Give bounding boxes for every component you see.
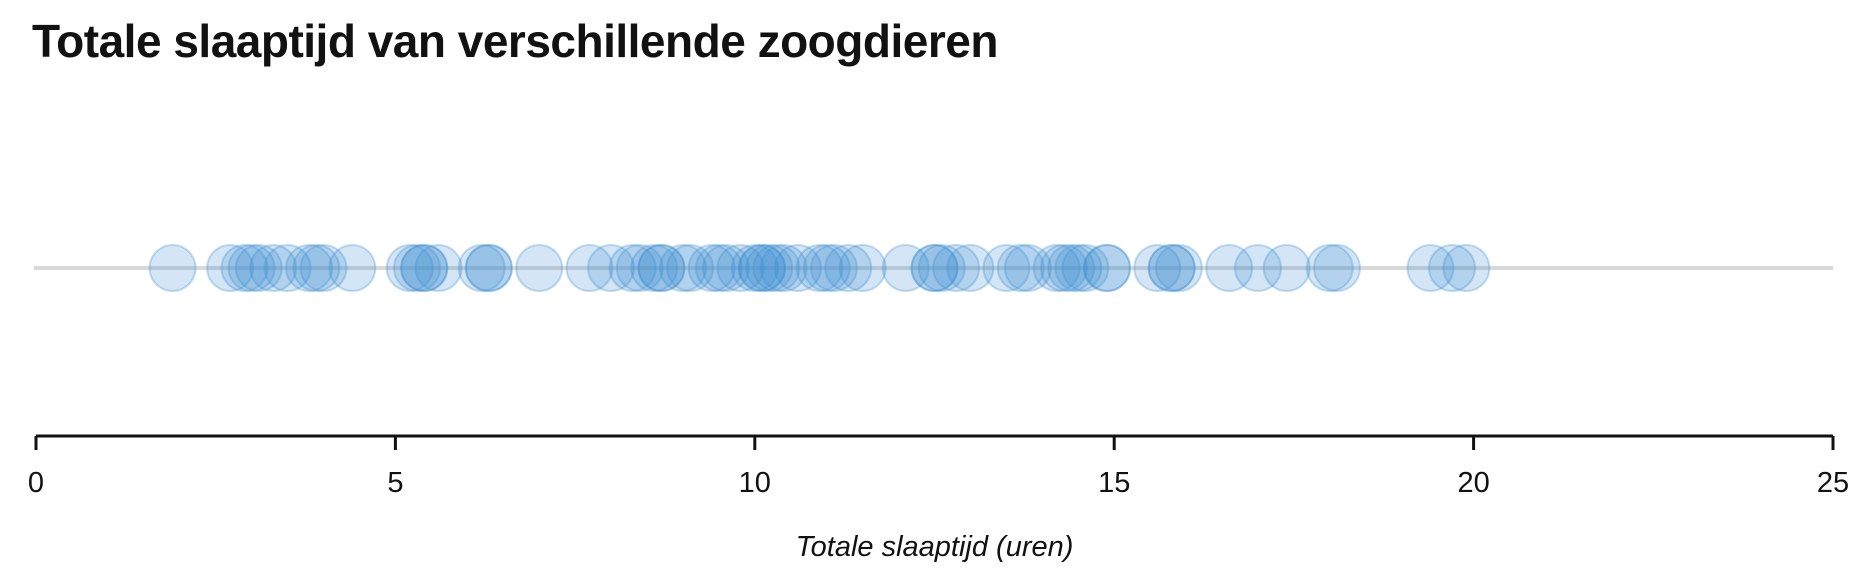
- data-point: [587, 244, 635, 292]
- data-point: [393, 244, 441, 292]
- data-point: [206, 244, 255, 292]
- data-point: [658, 244, 707, 292]
- data-point: [1047, 244, 1096, 292]
- data-point: [982, 244, 1031, 292]
- data-point: [838, 244, 887, 292]
- data-point: [1061, 244, 1110, 292]
- data-point: [1154, 244, 1203, 292]
- data-point: [328, 244, 377, 292]
- data-point: [1205, 244, 1254, 292]
- data-point: [1442, 244, 1491, 292]
- data-point: [745, 244, 794, 292]
- data-point: [608, 244, 657, 292]
- data-point: [687, 244, 736, 292]
- data-point: [1083, 244, 1131, 292]
- data-point: [385, 244, 434, 292]
- x-tick-label: 5: [387, 467, 403, 499]
- data-point: [1039, 244, 1088, 292]
- data-point: [464, 244, 513, 292]
- x-tick-label: 25: [1817, 467, 1849, 499]
- data-point: [637, 244, 686, 292]
- data-point: [249, 244, 298, 292]
- data-point: [730, 244, 779, 292]
- data-point: [666, 244, 715, 292]
- x-tick-label: 0: [28, 467, 44, 499]
- data-point: [1262, 244, 1311, 292]
- data-point: [917, 244, 966, 292]
- data-point: [910, 244, 959, 292]
- data-point: [457, 244, 506, 292]
- chart-title: Totale slaaptijd van verschillende zoogd…: [32, 15, 998, 67]
- data-point: [220, 244, 269, 292]
- data-point: [996, 244, 1045, 292]
- data-point: [565, 244, 614, 292]
- data-point: [227, 244, 276, 292]
- x-tick-label: 10: [739, 467, 771, 499]
- data-point: [292, 244, 341, 292]
- data-point: [694, 244, 743, 292]
- data-point: [932, 244, 981, 292]
- data-point: [400, 244, 449, 292]
- data-point: [1234, 244, 1282, 292]
- data-point: [1147, 244, 1196, 292]
- data-point: [1406, 244, 1455, 292]
- data-point: [802, 244, 851, 292]
- data-point: [738, 244, 786, 292]
- data-point: [400, 244, 449, 292]
- data-point: [148, 244, 197, 292]
- data-points: [148, 244, 1491, 292]
- data-point: [299, 244, 348, 292]
- data-point: [910, 244, 959, 292]
- data-point: [515, 244, 564, 292]
- data-point: [615, 244, 664, 292]
- data-point: [637, 244, 686, 292]
- data-point: [1313, 244, 1361, 292]
- data-point: [263, 244, 312, 292]
- data-point: [752, 244, 801, 292]
- data-point: [809, 244, 858, 292]
- data-point: [716, 244, 765, 292]
- data-point: [702, 244, 750, 292]
- x-tick-label: 15: [1098, 467, 1130, 499]
- data-point: [1147, 244, 1196, 292]
- data-point: [1083, 244, 1131, 292]
- data-point: [414, 244, 463, 292]
- data-point: [881, 244, 930, 292]
- data-point: [1305, 244, 1354, 292]
- data-point: [773, 244, 822, 292]
- x-tick-label: 20: [1457, 467, 1489, 499]
- data-point: [234, 244, 283, 292]
- data-point: [1054, 244, 1103, 292]
- data-point: [1428, 244, 1476, 292]
- data-point: [1133, 244, 1182, 292]
- data-point: [1032, 244, 1081, 292]
- data-point: [824, 244, 873, 292]
- data-point: [1003, 244, 1052, 292]
- x-axis-title: Totale slaaptijd (uren): [796, 531, 1074, 563]
- data-point: [759, 244, 808, 292]
- data-point: [946, 244, 995, 292]
- x-axis-ticks: 0 5 10 15 20 25: [28, 436, 1849, 499]
- data-point: [795, 244, 844, 292]
- data-point: [285, 244, 334, 292]
- data-point: [464, 244, 513, 292]
- data-point: [738, 244, 786, 292]
- data-point: [630, 244, 679, 292]
